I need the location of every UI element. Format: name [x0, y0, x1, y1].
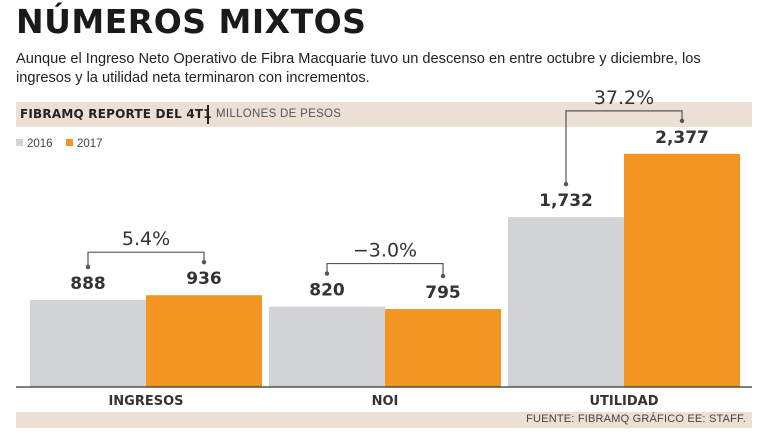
bracket-dot-utilidad-right [679, 118, 685, 124]
chart-title: NÚMEROS MIXTOS [16, 2, 367, 41]
category-label-utilidad: UTILIDAD [589, 394, 658, 409]
change-label-noi: −3.0% [353, 240, 417, 262]
bracket-dot-ingresos-right [201, 260, 207, 265]
change-bracket-utilidad [565, 110, 683, 185]
bar-ingresos-2016 [30, 299, 146, 387]
value-label-noi-2016: 820 [309, 281, 345, 301]
bar-ingresos-2017 [146, 295, 262, 387]
change-bracket-noi [326, 262, 444, 277]
bracket-dot-noi-left [324, 271, 330, 276]
legend-swatch-2017 [66, 139, 73, 146]
value-label-ingresos-2017: 936 [186, 269, 222, 289]
value-label-noi-2017: 795 [425, 283, 461, 303]
units-label: MILLONES DE PESOS [216, 108, 342, 120]
bracket-dot-utilidad-left [563, 181, 569, 187]
legend-item-2017: 2017 [66, 138, 103, 150]
legend-swatch-2016 [16, 139, 23, 146]
change-label-utilidad: 37.2% [594, 87, 654, 109]
legend-item-2016: 2016 [16, 138, 53, 150]
bracket-dot-noi-right [440, 273, 446, 279]
legend-label-2017: 2017 [77, 138, 103, 150]
source-credit: FUENTE: FIBRAMQ GRÁFICO EE: STAFF. [526, 413, 746, 425]
bar-noi-2016 [269, 306, 385, 387]
value-label-ingresos-2016: 888 [70, 274, 106, 294]
header-separator [207, 105, 209, 124]
header-bar: FIBRAMQ REPORTE DEL 4T1 MILLONES DE PESO… [16, 102, 752, 127]
category-label-noi: NOI [372, 394, 399, 409]
value-label-utilidad-2017: 2,377 [655, 128, 709, 148]
bar-utilidad-2016 [508, 217, 624, 387]
bracket-dot-ingresos-left [85, 264, 91, 270]
bar-utilidad-2017 [624, 153, 740, 387]
category-label-ingresos: INGRESOS [108, 394, 183, 409]
footer-bar: FUENTE: FIBRAMQ GRÁFICO EE: STAFF. [16, 412, 752, 428]
bar-noi-2017 [385, 309, 501, 387]
report-title: FIBRAMQ REPORTE DEL 4T1 [20, 107, 212, 121]
value-label-utilidad-2016: 1,732 [539, 191, 593, 211]
chart-subtitle: Aunque el Ingreso Neto Operativo de Fibr… [16, 51, 701, 86]
change-bracket-ingresos [87, 251, 205, 267]
change-label-ingresos: 5.4% [122, 228, 170, 250]
legend-label-2016: 2016 [27, 138, 53, 150]
